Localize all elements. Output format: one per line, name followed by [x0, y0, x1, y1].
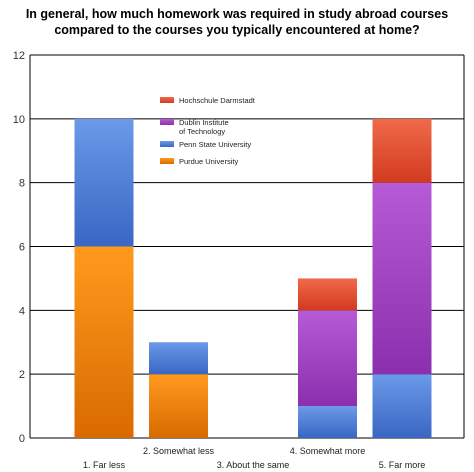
bar-penn-state-university-4 [298, 406, 357, 438]
y-tick-label: 8 [19, 178, 25, 190]
bar-penn-state-university-2 [149, 342, 208, 375]
x-tick-label: 3. About the same [217, 460, 290, 470]
bar-hochschule-darmstadt-5 [372, 118, 432, 183]
bar-hochschule-darmstadt-4 [298, 278, 357, 311]
bar-purdue-university-1 [74, 246, 134, 438]
legend-label: of Technology [179, 127, 225, 136]
legend-swatch-purdue-university [160, 158, 174, 164]
chart-title-line-1: In general, how much homework was requir… [25, 7, 449, 21]
y-tick-label: 6 [19, 242, 25, 254]
legend-label: Penn State University [179, 140, 251, 149]
legend-label: Dublin Institute [179, 118, 229, 127]
bar-dublin-institute-of-technology-4 [298, 310, 357, 407]
y-tick-label: 10 [13, 114, 25, 126]
bar-dublin-institute-of-technology-5 [372, 182, 432, 375]
chart-title-line-2: compared to the courses you typically en… [54, 23, 420, 37]
x-tick-label: 1. Far less [83, 460, 126, 470]
x-tick-label: 5. Far more [379, 460, 426, 470]
bar-penn-state-university-1 [74, 118, 134, 247]
legend-swatch-hochschule-darmstadt [160, 97, 174, 103]
legend-label: Purdue University [179, 157, 238, 166]
x-tick-label: 2. Somewhat less [143, 446, 215, 456]
bar-penn-state-university-5 [372, 374, 432, 438]
y-tick-label: 0 [19, 433, 25, 445]
y-tick-label: 2 [19, 369, 25, 381]
y-tick-label: 4 [19, 305, 25, 317]
x-tick-label: 4. Somewhat more [290, 446, 366, 456]
chart-title: In general, how much homework was requir… [0, 6, 474, 38]
legend-swatch-penn-state-university [160, 141, 174, 147]
bar-purdue-university-2 [149, 374, 208, 438]
legend-swatch-dublin-institute-of-technology [160, 119, 174, 125]
y-tick-label: 12 [13, 50, 25, 62]
legend-label: Hochschule Darmstadt [179, 96, 256, 105]
